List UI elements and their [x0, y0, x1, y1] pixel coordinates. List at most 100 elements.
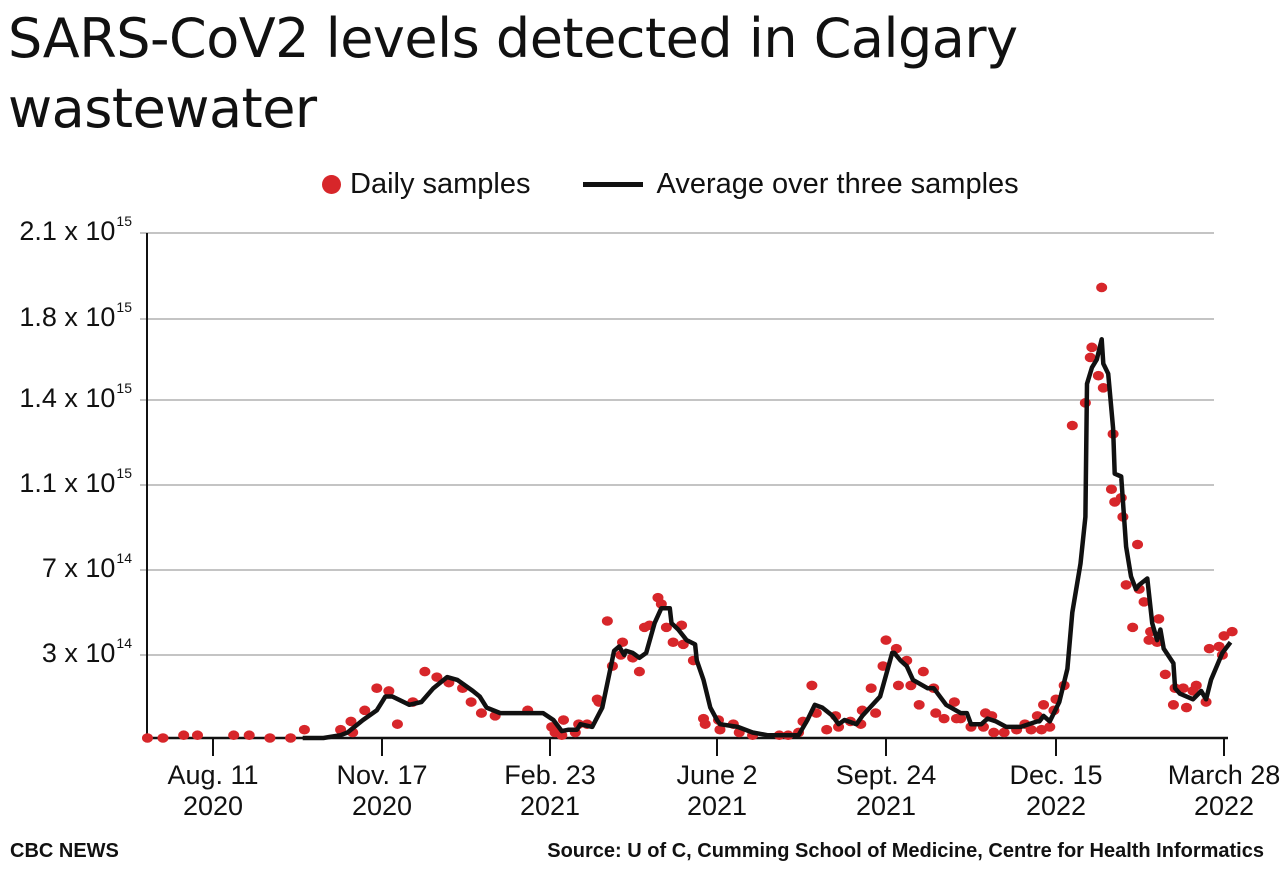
x-tick-label: Sept. 24 2021 — [786, 760, 986, 822]
daily-sample-point — [938, 713, 950, 724]
y-tick-times: x 10 — [56, 468, 116, 498]
daily-sample-point — [391, 719, 403, 729]
daily-sample-point — [1138, 597, 1150, 607]
daily-sample-point — [917, 666, 929, 677]
average-line-series — [302, 337, 1233, 741]
daily-sample-point — [955, 713, 967, 724]
daily-sample-point — [1226, 626, 1238, 637]
daily-sample-point — [1200, 697, 1212, 707]
daily-sample-point — [714, 724, 726, 735]
daily-sample-point — [431, 672, 443, 682]
daily-sample-point — [913, 700, 925, 710]
daily-sample-point — [157, 733, 169, 743]
daily-sample-point — [998, 727, 1010, 738]
daily-sample-point — [475, 708, 487, 718]
legend-label-daily: Daily samples — [350, 167, 531, 200]
daily-sample-point — [1097, 383, 1109, 393]
daily-sample-point — [419, 666, 431, 677]
daily-sample-point — [557, 715, 569, 725]
x-tick-label: June 2 2021 — [617, 760, 817, 822]
daily-sample-point — [806, 680, 818, 691]
x-tick-year: 2020 — [351, 791, 413, 821]
daily-sample-point — [1044, 722, 1056, 732]
daily-sample-point — [228, 730, 240, 741]
x-tick-date: Aug. 11 — [167, 760, 259, 790]
daily-sample-point — [298, 724, 310, 735]
daily-sample-point — [359, 705, 371, 716]
daily-sample-point — [141, 733, 153, 743]
y-tick-label: 1.8 x 1015 — [19, 299, 132, 333]
legend: Daily samples Average over three samples — [322, 166, 1019, 202]
gridlines — [140, 232, 1214, 656]
x-tick-date: March 28 — [1167, 760, 1280, 790]
daily-samples-series — [141, 282, 1238, 743]
x-tick-label: March 28 2022 — [1124, 760, 1280, 822]
x-tick-year: 2020 — [182, 791, 244, 821]
daily-sample-point — [1035, 724, 1047, 735]
daily-sample-point — [1180, 702, 1192, 713]
x-tick-label: Dec. 15 2022 — [956, 760, 1156, 822]
y-tick-exponent: 14 — [116, 550, 132, 566]
chart-title: SARS-CoV2 levels detected in Calgary was… — [8, 4, 1018, 144]
x-tick-year: 2021 — [686, 791, 748, 821]
legend-label-average: Average over three samples — [656, 167, 1019, 200]
x-tick-year: 2022 — [1193, 791, 1255, 821]
daily-sample-point — [178, 730, 190, 741]
daily-sample-point — [601, 616, 613, 626]
y-tick-mantissa: 1.1 — [19, 468, 57, 498]
daily-sample-point — [465, 697, 477, 707]
daily-sample-point — [1025, 724, 1037, 735]
source-note: Source: U of C, Cumming School of Medici… — [547, 840, 1264, 862]
y-tick-label: 3 x 1014 — [41, 635, 132, 669]
daily-sample-point — [1213, 641, 1225, 652]
daily-sample-point — [1132, 539, 1144, 550]
daily-sample-point — [1159, 669, 1171, 680]
daily-sample-point — [948, 697, 960, 707]
y-tick-times: x 10 — [56, 383, 116, 413]
daily-sample-point — [1105, 484, 1117, 495]
daily-sample-point — [870, 708, 882, 718]
daily-sample-point — [1120, 580, 1132, 590]
x-tick-marks — [212, 738, 1225, 756]
daily-sample-point — [243, 730, 255, 741]
daily-sample-point — [1092, 370, 1104, 381]
x-tick-label: Feb. 23 2021 — [450, 760, 650, 822]
x-tick-date: Nov. 17 — [336, 760, 428, 790]
daily-sample-point — [1084, 352, 1096, 363]
x-tick-date: Feb. 23 — [504, 760, 596, 790]
daily-sample-point — [1177, 683, 1189, 693]
y-tick-label: 1.4 x 1015 — [19, 380, 132, 414]
daily-sample-point — [1038, 700, 1050, 710]
daily-sample-point — [1167, 700, 1179, 710]
daily-sample-point — [633, 666, 645, 677]
y-tick-mantissa: 3 — [41, 638, 57, 668]
daily-sample-point — [1203, 643, 1215, 654]
title-line-2: wastewater — [8, 77, 317, 140]
y-tick-mantissa: 1.4 — [19, 383, 57, 413]
x-tick-year: 2021 — [519, 791, 581, 821]
daily-sample-point — [383, 686, 395, 696]
y-tick-mantissa: 2.1 — [19, 216, 57, 246]
y-tick-exponent: 15 — [116, 380, 132, 396]
y-tick-exponent: 15 — [116, 299, 132, 315]
title-line-1: SARS-CoV2 levels detected in Calgary — [8, 7, 1018, 70]
daily-sample-point — [880, 635, 892, 645]
y-tick-times: x 10 — [56, 302, 116, 332]
black-line-icon — [582, 181, 643, 187]
daily-sample-point — [667, 637, 679, 648]
y-tick-label: 2.1 x 1015 — [19, 213, 132, 247]
y-tick-exponent: 15 — [116, 465, 132, 481]
daily-sample-point — [699, 719, 711, 729]
daily-sample-point — [371, 683, 383, 693]
y-tick-label: 1.1 x 1015 — [19, 465, 132, 499]
x-tick-label: Nov. 17 2020 — [282, 760, 482, 822]
y-tick-times: x 10 — [56, 638, 116, 668]
daily-sample-point — [191, 730, 203, 741]
y-tick-label: 7 x 1014 — [42, 550, 132, 584]
x-tick-label: Aug. 11 2020 — [113, 760, 313, 822]
daily-sample-point — [865, 683, 877, 693]
y-tick-times: x 10 — [56, 553, 116, 583]
x-tick-date: Dec. 15 — [1009, 760, 1103, 790]
daily-sample-point — [1153, 614, 1165, 624]
